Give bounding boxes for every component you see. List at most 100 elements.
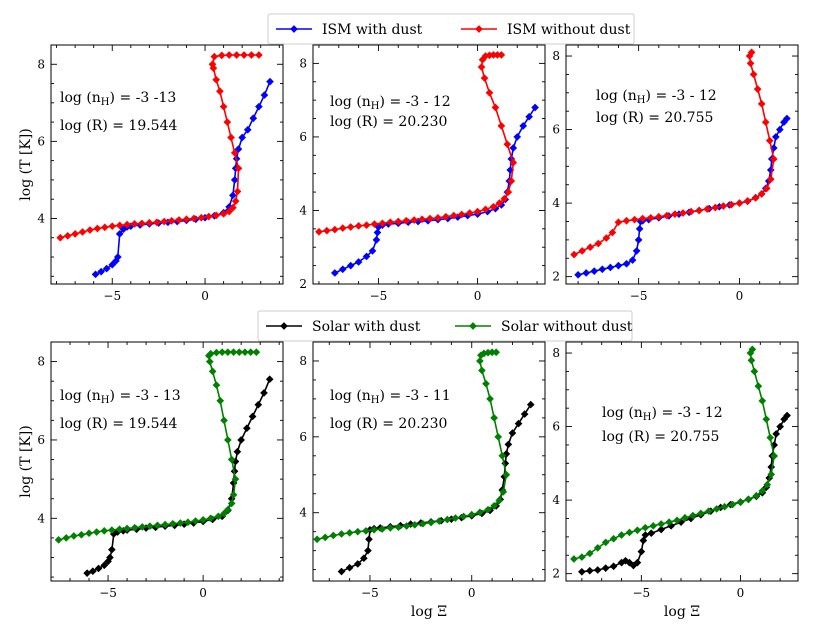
- data-point: [373, 228, 382, 237]
- annotation-nh: log (nH) = -3 - 12: [596, 88, 717, 106]
- data-point: [763, 480, 772, 489]
- data-point: [770, 452, 779, 460]
- data-point: [657, 520, 666, 528]
- data-point: [138, 219, 146, 228]
- data-point: [499, 488, 508, 496]
- data-point: [459, 512, 468, 521]
- data-point: [570, 555, 578, 563]
- series-solar-without-dust: [570, 345, 779, 563]
- data-point: [601, 564, 610, 572]
- data-point: [241, 348, 249, 357]
- data-point: [214, 512, 223, 521]
- data-point: [719, 202, 728, 210]
- data-point: [365, 535, 373, 544]
- legend-frame: [257, 310, 633, 342]
- legend-entry-0: Solar with dust: [266, 319, 421, 335]
- y-tick-label: 6: [37, 433, 45, 447]
- data-point: [495, 199, 504, 207]
- data-point: [578, 567, 586, 576]
- annotation-nh: log (nH) = -3 - 13: [60, 388, 181, 406]
- data-point: [394, 523, 403, 531]
- data-point: [224, 505, 232, 514]
- data-point: [758, 397, 767, 405]
- data-point: [255, 102, 263, 111]
- data-point: [231, 197, 240, 205]
- data-point: [216, 396, 225, 405]
- series-solar-without-dust: [54, 348, 261, 544]
- data-point: [771, 133, 780, 141]
- data-point: [85, 529, 93, 538]
- legend-entry-0: ISM with dust: [276, 22, 423, 38]
- data-point: [514, 419, 523, 428]
- data-point: [130, 523, 139, 532]
- data-point: [113, 253, 122, 261]
- data-point: [679, 209, 687, 217]
- series-ism-without-dust: [315, 51, 518, 236]
- data-point: [635, 225, 644, 233]
- data-point: [402, 216, 411, 225]
- x-tick-label: 0: [199, 586, 207, 600]
- data-point: [757, 100, 766, 108]
- data-point: [426, 214, 434, 223]
- annotation-r: log (R) = 20.230: [330, 416, 447, 432]
- data-point: [608, 228, 617, 237]
- data-point: [641, 531, 650, 539]
- data-point: [89, 567, 97, 576]
- data-point: [752, 491, 761, 500]
- y-tick-label: 4: [37, 511, 45, 525]
- plot-area: [315, 51, 539, 277]
- data-point: [630, 215, 639, 224]
- data-point: [108, 222, 117, 231]
- data-point: [224, 436, 232, 444]
- y-tick-label: 4: [37, 211, 45, 225]
- data-point: [146, 522, 154, 530]
- annotation-nh-suffix: ) = -3 - 11: [380, 388, 451, 404]
- data-point: [206, 514, 215, 523]
- panel-6: −5 0 2 4 6 8 log (nH) = -3 - 12 log (R) = 20.75…: [552, 341, 799, 620]
- y-tick-label: 6: [299, 430, 307, 444]
- series-line: [95, 81, 271, 276]
- data-point: [526, 400, 535, 409]
- data-point: [93, 224, 102, 233]
- data-point: [681, 513, 689, 522]
- annotation-nh-prefix: log (n: [60, 388, 101, 404]
- data-point: [56, 233, 65, 242]
- data-point: [402, 522, 411, 530]
- data-point: [502, 470, 511, 479]
- data-point: [665, 518, 673, 526]
- data-point: [360, 554, 368, 563]
- annotation-nh: log (nH) = -3 -13: [60, 90, 176, 108]
- data-point: [766, 175, 775, 184]
- data-point: [754, 382, 763, 390]
- axes-frame: [50, 44, 284, 285]
- data-point: [632, 247, 641, 255]
- data-point: [509, 144, 518, 152]
- data-point: [229, 348, 238, 357]
- series-line: [334, 107, 536, 274]
- series-solar-with-dust: [83, 375, 274, 577]
- axes-frame: [565, 341, 799, 582]
- y-tick-label: 2: [552, 270, 560, 284]
- data-point: [208, 60, 217, 69]
- data-point: [497, 122, 506, 130]
- y-tick-label: 2: [552, 567, 560, 581]
- data-point: [507, 177, 516, 185]
- y-tick-label: 8: [37, 57, 45, 71]
- data-point: [743, 197, 752, 205]
- x-tick-label: −5: [103, 289, 121, 303]
- data-point: [687, 207, 695, 216]
- data-point: [634, 236, 643, 244]
- annotation-nh-sub: H: [101, 395, 110, 406]
- data-point: [108, 526, 116, 534]
- data-point: [590, 267, 599, 275]
- data-point: [744, 495, 753, 504]
- data-point: [498, 451, 507, 460]
- series-line: [86, 378, 271, 574]
- data-point: [227, 133, 235, 142]
- data-point: [210, 52, 219, 61]
- data-point: [321, 533, 330, 542]
- data-point: [727, 200, 736, 209]
- data-point: [753, 85, 762, 93]
- annotation-nh-sub: H: [101, 97, 110, 108]
- data-point: [345, 528, 354, 537]
